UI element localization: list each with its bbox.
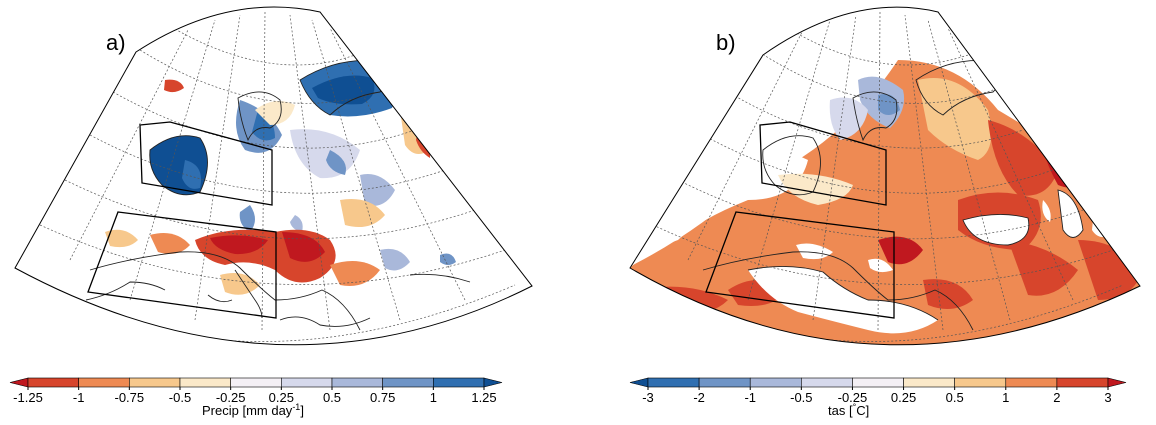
precip-map — [14, 6, 533, 346]
colorbar-swatch — [382, 377, 434, 388]
colorbar-swatch — [179, 377, 231, 388]
colorbar-tick-label: -0.75 — [115, 390, 145, 405]
colorbar-swatch — [331, 377, 383, 388]
colorbar-tick-label: 2 — [1053, 390, 1060, 405]
black-sea — [963, 214, 1029, 245]
colorbar-swatch — [230, 377, 282, 388]
colorbar-swatch — [801, 377, 853, 388]
colorbar-tick-label: 3 — [1104, 390, 1111, 405]
colorbar-tick-label: 1 — [430, 390, 437, 405]
colorbar-swatch — [433, 377, 485, 388]
colorbar-swatch — [27, 377, 79, 388]
temperature-colorbar-title: tas [°C] — [828, 402, 869, 418]
colorbar-swatch — [749, 377, 802, 388]
colorbar-tick-label: 0.5 — [946, 390, 964, 405]
colorbar-tick-label: 1 — [1002, 390, 1009, 405]
panel-a-label: a) — [106, 30, 126, 55]
colorbar-tick-label: -3 — [642, 390, 654, 405]
panel-b-temperature-map: b) — [578, 0, 1156, 425]
coastlines — [85, 60, 471, 331]
north-europe-box — [759, 121, 887, 206]
colorbar-swatch — [647, 377, 700, 388]
colorbar-swatch — [852, 377, 904, 388]
mediterranean-sea — [748, 266, 938, 334]
colorbar-tick-label: 1.25 — [471, 390, 496, 405]
colorbar-swatch — [903, 377, 955, 388]
south-europe-box — [87, 211, 277, 319]
coastlines — [702, 60, 1084, 331]
precip-colorbar: -1.25 -1 -0.75 -0.5 -0.25 0.25 0.5 0.75 1 1.25 Pr… — [9, 377, 503, 418]
colorbar-tick-label: 0.25 — [269, 390, 294, 405]
south-europe-box — [705, 211, 895, 319]
temperature-colorbar: -3 -2 -1 -0.5 -0.25 0.25 0.5 1 2 3 tas [°C] — [629, 377, 1127, 418]
colorbar-tick-label: -2 — [693, 390, 705, 405]
colorbar-tick-label: 0.25 — [891, 390, 916, 405]
colorbar-tick-label: -1.25 — [13, 390, 43, 405]
graticule — [652, 11, 1124, 342]
colorbar-swatch — [9, 377, 29, 388]
temperature-map — [629, 6, 1141, 346]
colorbar-tick-label: -0.5 — [790, 390, 812, 405]
colorbar-swatch — [698, 377, 751, 388]
colorbar-swatch — [1056, 377, 1109, 388]
colorbar-swatch — [1107, 377, 1127, 388]
precip-colorbar-title: Precip [mm day-1] — [202, 402, 304, 418]
panel-b-label: b) — [716, 30, 736, 55]
colorbar-tick-label: -0.25 — [216, 390, 246, 405]
colorbar-swatch — [483, 377, 503, 388]
colorbar-tick-label: -1 — [73, 390, 85, 405]
colorbar-tick-label: 0.5 — [323, 390, 341, 405]
colorbar-tick-label: -0.5 — [169, 390, 191, 405]
colorbar-swatch — [281, 377, 333, 388]
colorbar-swatch — [129, 377, 181, 388]
colorbar-tick-label: 0.75 — [370, 390, 395, 405]
colorbar-swatch — [629, 377, 649, 388]
colorbar-swatch — [1005, 377, 1058, 388]
colorbar-swatch — [78, 377, 130, 388]
colorbar-swatch — [954, 377, 1007, 388]
north-europe-box — [139, 121, 273, 206]
panel-a-precip-map: a) — [9, 6, 533, 418]
colorbar-tick-label: -0.25 — [838, 390, 868, 405]
colorbar-tick-label: -1 — [744, 390, 756, 405]
